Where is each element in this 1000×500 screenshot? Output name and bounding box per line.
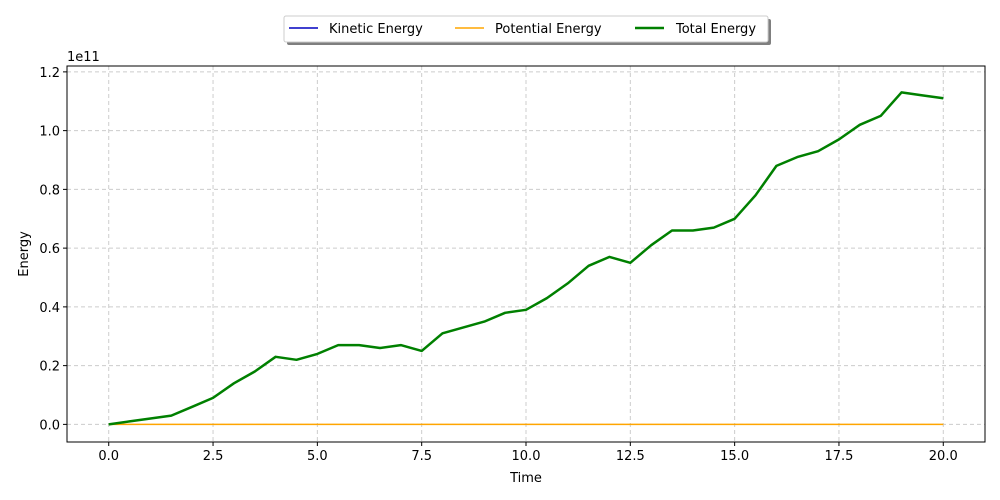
y-axis-ticks: 0.0 0.2 0.4 0.6 0.8 1.0 1.2 (39, 66, 67, 433)
y-tick-label: 0.0 (39, 418, 60, 433)
x-tick-label: 15.0 (720, 449, 749, 464)
y-tick-label: 0.2 (39, 360, 60, 375)
y-tick-label: 1.0 (39, 125, 60, 140)
x-tick-label: 17.5 (824, 449, 853, 464)
x-tick-label: 0.0 (98, 449, 119, 464)
y-axis-label: Energy (17, 231, 32, 277)
legend-label-potential: Potential Energy (495, 22, 602, 37)
offset-text: 1e11 (67, 50, 100, 65)
y-tick-label: 1.2 (39, 66, 60, 81)
legend-label-kinetic: Kinetic Energy (329, 22, 423, 37)
total-energy-line (108, 91, 944, 426)
legend-label-total: Total Energy (675, 22, 756, 37)
legend-box (283, 15, 769, 43)
y-tick-label: 0.8 (39, 183, 60, 198)
x-tick-label: 7.5 (411, 449, 432, 464)
y-tick-label: 0.6 (39, 242, 60, 257)
x-tick-label: 2.5 (203, 449, 224, 464)
series-lines (108, 91, 944, 426)
x-tick-label: 20.0 (929, 449, 958, 464)
y-tick-label: 0.4 (39, 301, 60, 316)
x-tick-label: 5.0 (307, 449, 328, 464)
x-tick-label: 12.5 (616, 449, 645, 464)
x-axis-ticks: 0.0 2.5 5.0 7.5 10.0 12.5 15.0 17.5 20.0 (98, 442, 958, 464)
x-axis-label: Time (509, 471, 542, 486)
x-tick-label: 10.0 (512, 449, 541, 464)
legend: Kinetic Energy Potential Energy Total En… (283, 15, 771, 45)
